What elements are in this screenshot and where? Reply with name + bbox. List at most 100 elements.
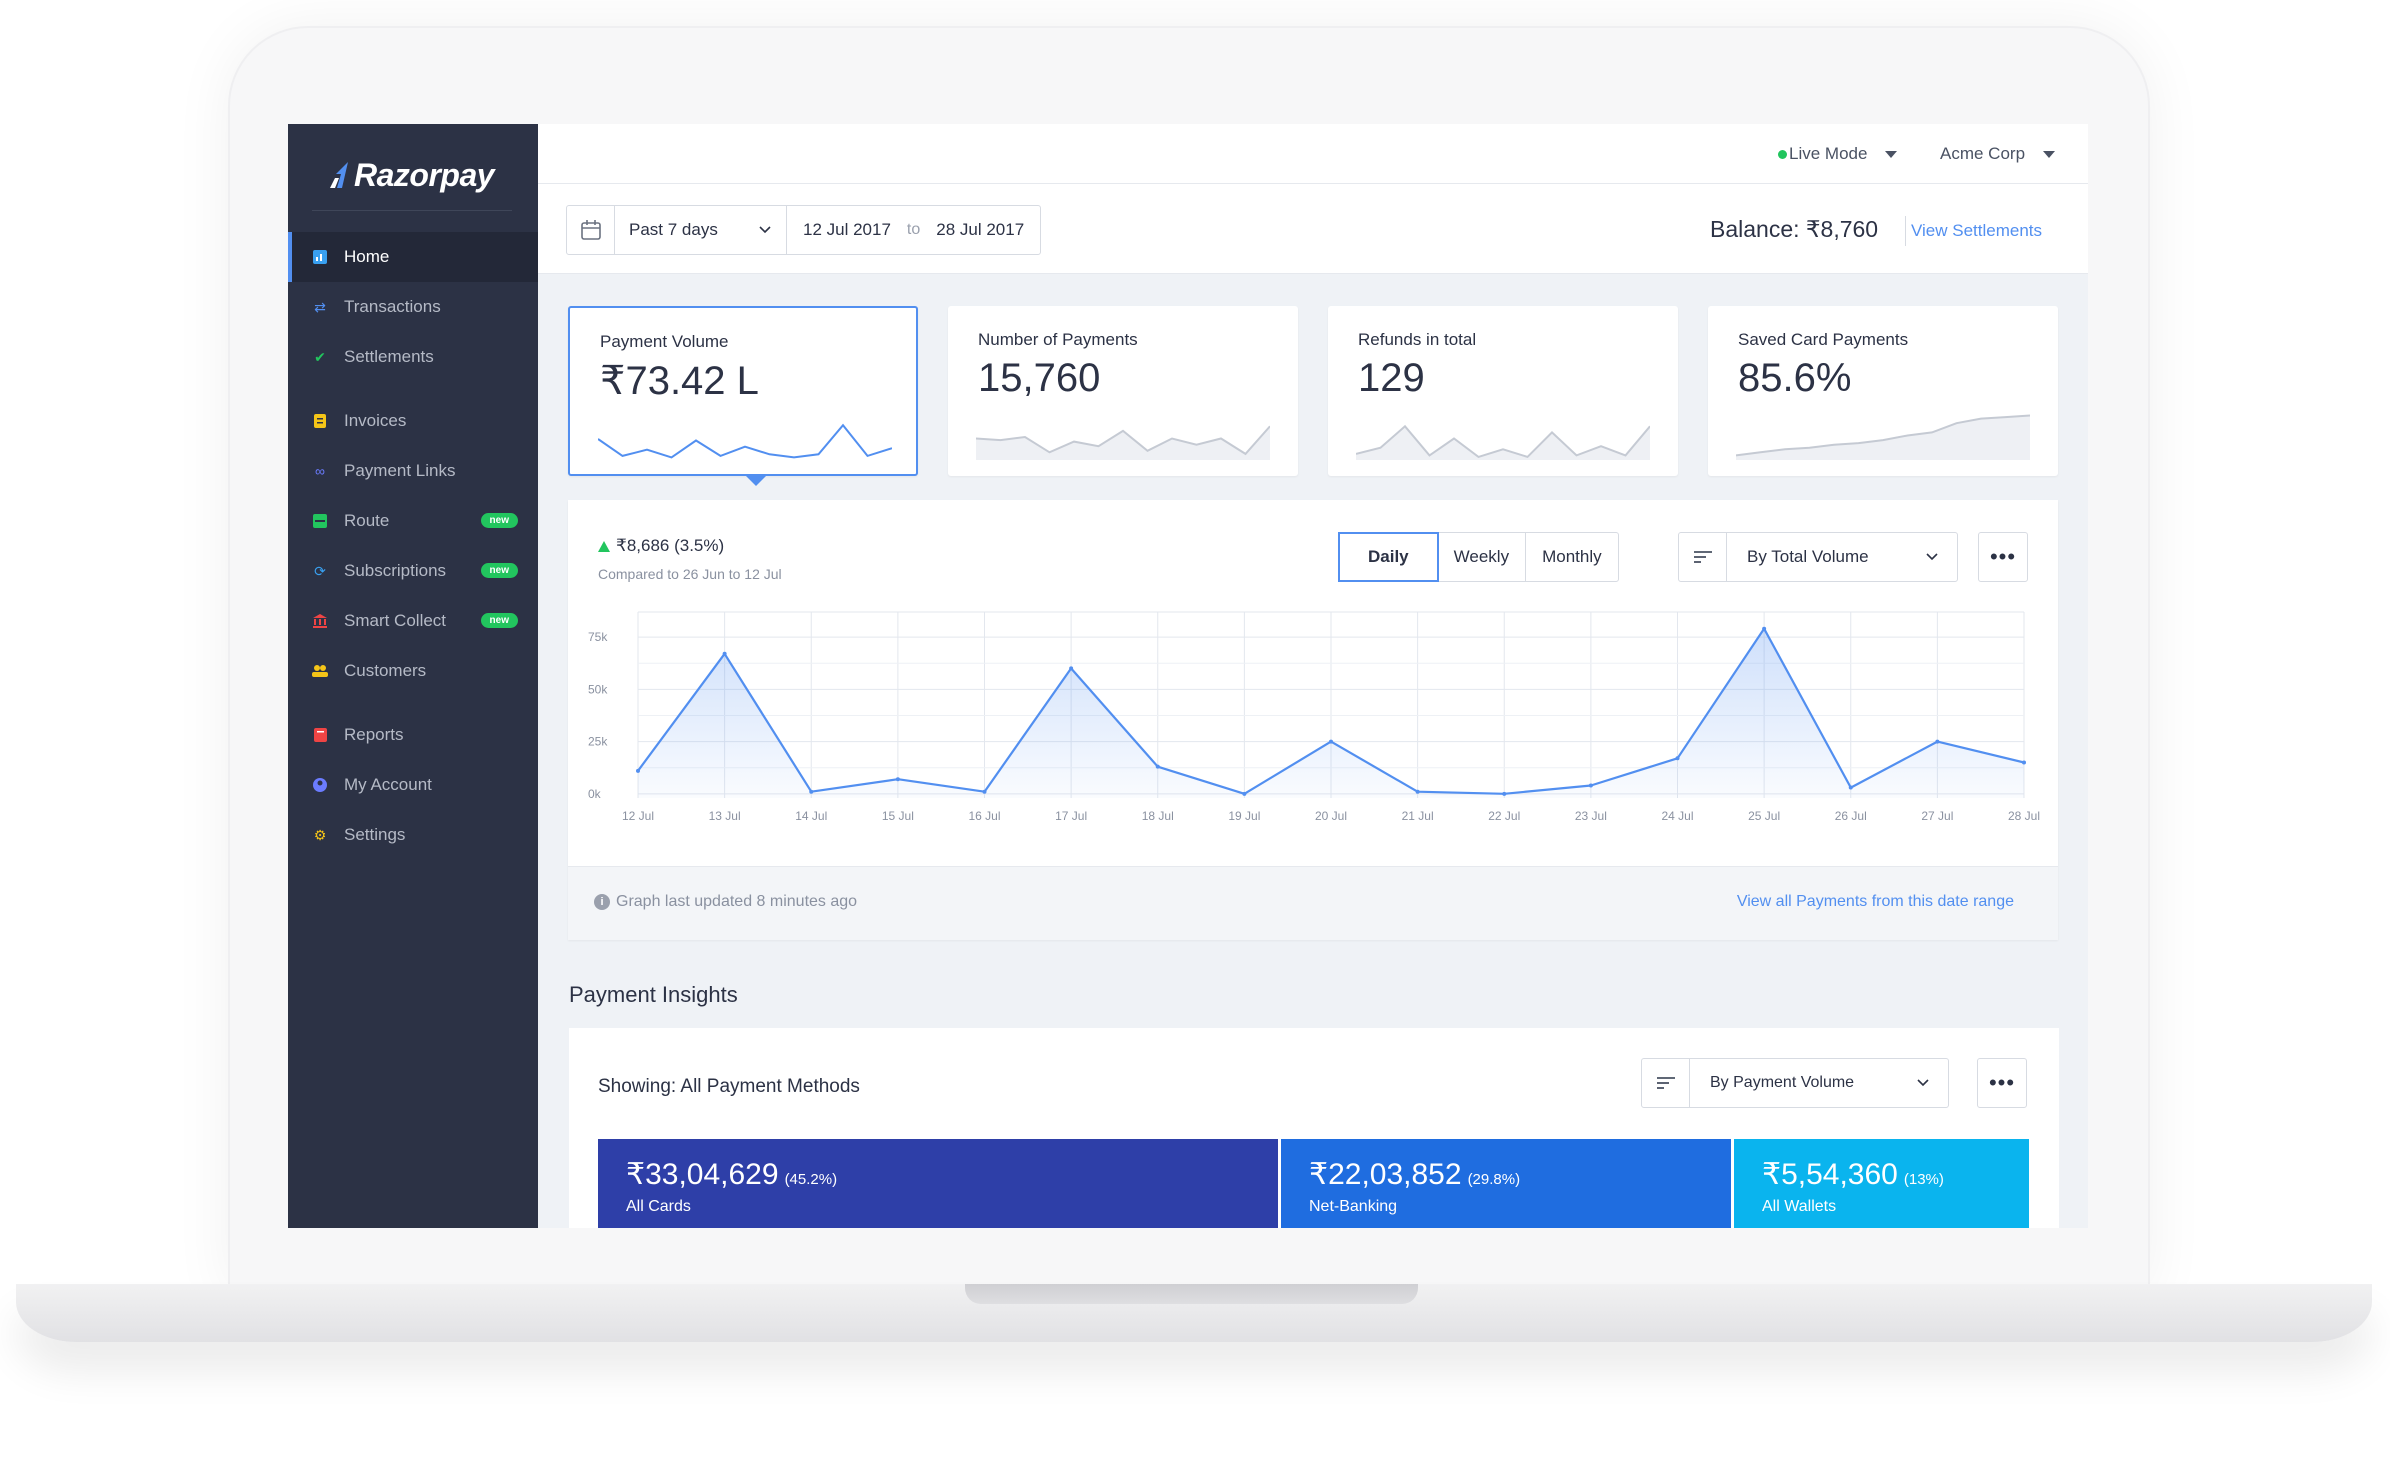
range-label: Past 7 days (629, 220, 718, 239)
date-inputs[interactable]: 12 Jul 2017 to 28 Jul 2017 (787, 206, 1040, 254)
info-icon: i (594, 894, 610, 910)
stat-value: ₹73.42 L (600, 359, 759, 403)
calendar-icon[interactable] (567, 206, 615, 254)
x-tick-label: 16 Jul (968, 809, 1000, 823)
from-date[interactable]: 12 Jul 2017 (803, 220, 891, 239)
method-bar-netbanking[interactable]: ₹22,03,852 (29.8%) Net-Banking (1281, 1139, 1731, 1228)
data-point[interactable] (1069, 666, 1074, 671)
sidebar-item-home[interactable]: Home (288, 232, 538, 282)
data-point[interactable] (1155, 764, 1160, 769)
data-point[interactable] (1762, 626, 1767, 631)
insights-sort-select[interactable]: By Payment Volume (1641, 1058, 1949, 1108)
company-label: Acme Corp (1940, 144, 2026, 163)
sparkline (1736, 414, 2030, 460)
x-tick-label: 24 Jul (1661, 809, 1693, 823)
chevron-down-icon (1917, 1079, 1929, 1087)
mode-label: Live Mode (1789, 144, 1868, 163)
caret-down-icon (1885, 150, 1898, 158)
stat-value: 15,760 (978, 356, 1101, 400)
new-badge: new (480, 613, 518, 628)
mode-dropdown[interactable]: Live Mode (1778, 144, 1898, 164)
x-tick-label: 19 Jul (1228, 809, 1260, 823)
sidebar-item-reports[interactable]: Reports (288, 710, 538, 760)
sidebar-item-invoices[interactable]: Invoices (288, 396, 538, 446)
sidebar-item-my-account[interactable]: My Account (288, 760, 538, 810)
series-area (638, 628, 2024, 798)
payment-insights-title: Payment Insights (569, 982, 738, 1007)
data-point[interactable] (636, 768, 640, 773)
period-monthly[interactable]: Monthly (1542, 547, 1602, 566)
x-tick-label: 26 Jul (1835, 809, 1867, 823)
data-point[interactable] (1502, 791, 1507, 796)
stat-card-number-of-payments[interactable]: Number of Payments 15,760 (948, 306, 1298, 476)
method-bar-wallets[interactable]: ₹5,54,360 (13%) All Wallets (1734, 1139, 2029, 1228)
stat-card-payment-volume[interactable]: Payment Volume ₹73.42 L (568, 306, 918, 476)
new-badge: new (480, 513, 518, 528)
data-point[interactable] (1329, 739, 1333, 744)
gear-icon: ⚙ (313, 826, 327, 843)
x-tick-label: 28 Jul (2008, 809, 2040, 823)
data-point[interactable] (1675, 756, 1680, 761)
sparkline-area (1356, 426, 1650, 460)
x-tick-label: 23 Jul (1575, 809, 1607, 823)
period-toggle: Daily Weekly Monthly (1338, 532, 1619, 582)
sparkline-line (1736, 414, 2030, 457)
range-select[interactable]: Past 7 days (615, 206, 787, 254)
sidebar-item-payment-links[interactable]: ∞ Payment Links (288, 446, 538, 496)
more-icon: ••• (1989, 544, 2017, 569)
to-word: to (906, 221, 921, 238)
method-label: All Cards (626, 1198, 691, 1215)
data-point[interactable] (1242, 791, 1247, 796)
top-bar: Live Mode Acme Corp (538, 124, 2088, 184)
data-point[interactable] (722, 651, 727, 656)
stat-label: Payment Volume (600, 332, 729, 351)
stat-label: Saved Card Payments (1738, 330, 1909, 349)
view-settlements-link[interactable]: View Settlements (1911, 221, 2043, 240)
razorpay-logo[interactable]: Razorpay (328, 150, 495, 200)
date-range-picker[interactable]: Past 7 days 12 Jul 2017 to 28 Jul 2017 (566, 205, 1042, 255)
insights-more-button[interactable]: ••• (1977, 1058, 2027, 1108)
sidebar-item-smart-collect[interactable]: Smart Collect new (288, 596, 538, 646)
chevron-down-icon (1926, 553, 1938, 561)
view-all-payments-link[interactable]: View all Payments from this date range (1736, 893, 2014, 910)
data-point[interactable] (809, 789, 814, 794)
sidebar-item-transactions[interactable]: ⇄ Transactions (288, 282, 538, 332)
data-point[interactable] (1588, 783, 1593, 788)
reports-icon (312, 727, 328, 743)
company-dropdown[interactable]: Acme Corp (1940, 144, 2056, 164)
sidebar-item-customers[interactable]: Customers (288, 646, 538, 696)
data-point[interactable] (1935, 739, 1940, 744)
data-point[interactable] (1848, 785, 1853, 790)
stat-card-refunds[interactable]: Refunds in total 129 (1328, 306, 1678, 476)
method-bar-cards[interactable]: ₹33,04,629 (45.2%) All Cards (598, 1139, 1278, 1228)
sidebar-item-route[interactable]: Route new (288, 496, 538, 546)
x-tick-label: 18 Jul (1142, 809, 1174, 823)
chart-sort-value: By Total Volume (1727, 533, 1957, 581)
sort-icon (1679, 533, 1727, 581)
insights-sort-label: By Payment Volume (1710, 1074, 1855, 1091)
delta-value: ₹8,686 (616, 536, 670, 555)
sparkline-line (1356, 424, 1650, 459)
period-daily[interactable]: Daily (1338, 532, 1439, 582)
sparkline-area (976, 426, 1270, 460)
sidebar-item-subscriptions[interactable]: ⟳ Subscriptions new (288, 546, 538, 596)
data-point[interactable] (982, 789, 987, 794)
comparison-note: Compared to 26 Jun to 12 Jul (598, 566, 782, 582)
sidebar-item-settings[interactable]: ⚙ Settings (288, 810, 538, 860)
period-weekly[interactable]: Weekly (1438, 533, 1527, 581)
data-point[interactable] (895, 777, 900, 782)
stat-card-saved-card-payments[interactable]: Saved Card Payments 85.6% (1708, 306, 2058, 476)
sidebar-item-settlements[interactable]: ✔ Settlements (288, 332, 538, 382)
chart-sort-select[interactable]: By Total Volume (1678, 532, 1958, 582)
sidebar-item-label: Settings (344, 825, 406, 844)
data-point[interactable] (1415, 789, 1420, 794)
method-percent: (29.8%) (1467, 1171, 1521, 1188)
data-point[interactable] (2022, 760, 2026, 765)
to-date[interactable]: 28 Jul 2017 (936, 220, 1025, 239)
balance-display: Balance: ₹8,760 (1710, 216, 1879, 242)
balance-divider (1905, 216, 1906, 246)
subscriptions-icon: ⟳ (314, 562, 326, 579)
stat-value: 85.6% (1738, 356, 1852, 400)
delta-percent: (3.5%) (674, 536, 725, 555)
chart-more-button[interactable]: ••• (1978, 532, 2028, 582)
